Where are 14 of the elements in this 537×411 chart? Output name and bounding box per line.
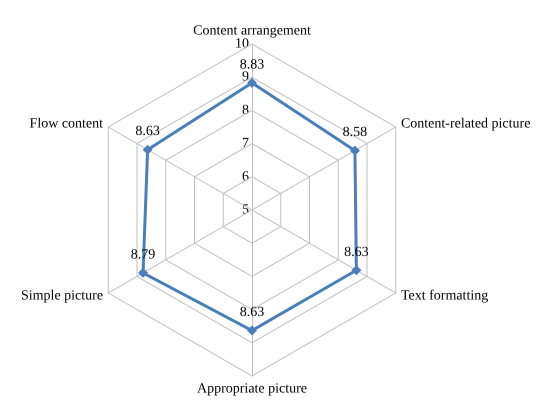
data-label: 8.58	[342, 125, 368, 140]
y-tick-label: 9	[242, 70, 249, 85]
data-label: 8.83	[240, 57, 264, 72]
spoke-label: Text formatting	[400, 288, 488, 304]
y-tick-label: 10	[235, 36, 249, 52]
spoke-label: Content-related picture	[400, 116, 530, 132]
y-tick-label: 8	[242, 102, 249, 118]
spoke-label: Simple picture	[20, 288, 104, 304]
spoke-label: Content arrangement	[193, 24, 311, 38]
data-label: 8.63	[240, 305, 264, 320]
y-tick-label: 7	[242, 136, 249, 152]
spoke-label: Flow content	[30, 116, 104, 132]
spoke-label: Appropriate picture	[196, 382, 308, 396]
data-label: 8.63	[135, 124, 160, 140]
